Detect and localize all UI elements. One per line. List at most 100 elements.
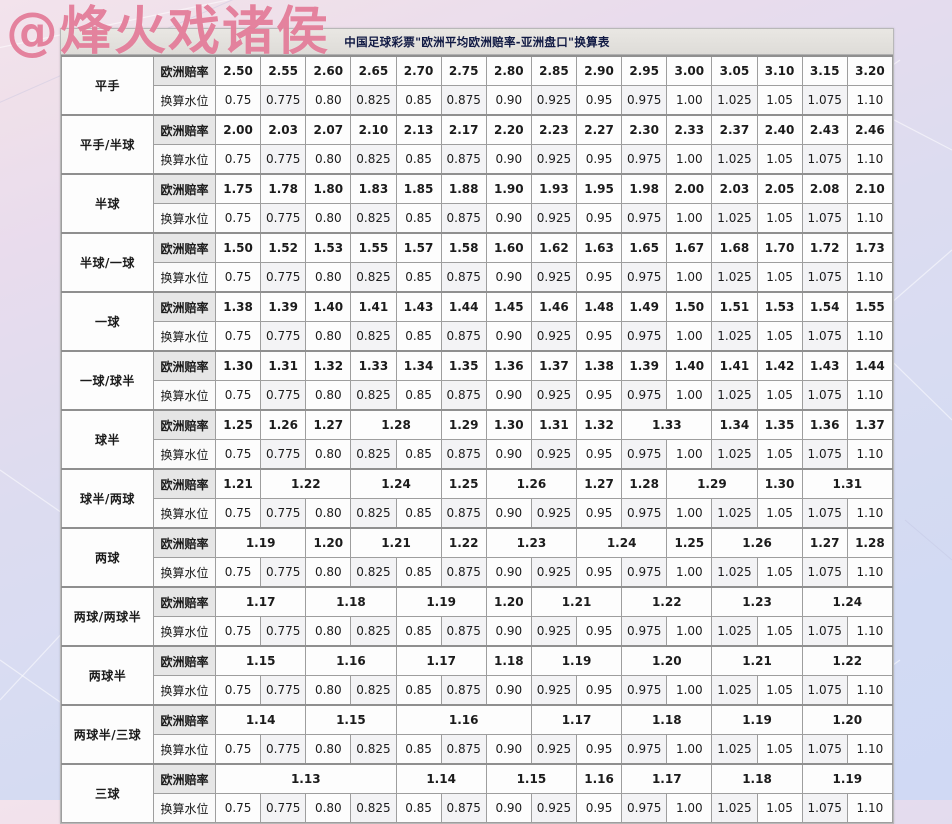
odds-cell: 2.90 bbox=[575, 55, 623, 86]
table-row: 平手/半球 欧洲赔率 2.00 2.03 2.07 2.10 2.13 2.17 2.20 2.2… bbox=[61, 114, 894, 175]
table-row: 球半 欧洲赔率 1.25 1.26 1.27 1.28 1.29 1.30 1.31 1.32 1.… bbox=[61, 409, 894, 470]
odds-cell: 1.23 bbox=[711, 586, 803, 617]
table-row: 换算水位 0.75 0.775 0.80 0.825 0.85 0.875 0.90 0.925… bbox=[62, 616, 894, 647]
water-cell: 0.75 bbox=[214, 675, 262, 706]
odds-cell: 1.19 bbox=[711, 704, 803, 735]
odds-cell: 1.27 bbox=[801, 527, 848, 558]
water-cell: 0.85 bbox=[395, 203, 442, 234]
water-row-label: 换算水位 bbox=[153, 498, 216, 529]
odds-cell: 1.13 bbox=[215, 763, 397, 794]
odds-cell: 1.27 bbox=[305, 409, 352, 440]
water-cell: 1.075 bbox=[801, 616, 848, 647]
water-cell: 1.05 bbox=[756, 616, 803, 647]
water-cell: 0.95 bbox=[575, 557, 623, 588]
water-cell: 0.975 bbox=[621, 85, 668, 116]
water-cell: 0.95 bbox=[575, 616, 623, 647]
water-cell: 1.075 bbox=[801, 85, 848, 116]
water-cell: 1.10 bbox=[846, 262, 894, 293]
water-cell: 0.875 bbox=[440, 321, 487, 352]
odds-cell: 1.75 bbox=[214, 173, 262, 204]
water-cell: 0.80 bbox=[305, 380, 352, 411]
water-cell: 1.025 bbox=[711, 793, 758, 823]
water-cell: 0.95 bbox=[575, 498, 623, 529]
water-cell: 0.825 bbox=[350, 380, 397, 411]
odds-cell: 1.25 bbox=[214, 409, 262, 440]
water-cell: 1.05 bbox=[756, 262, 803, 293]
water-cell: 0.825 bbox=[350, 616, 397, 647]
water-cell: 0.875 bbox=[440, 380, 487, 411]
odds-cell: 1.38 bbox=[575, 350, 623, 381]
odds-cell: 2.43 bbox=[801, 114, 848, 145]
water-cell: 0.75 bbox=[214, 85, 262, 116]
odds-cell: 1.37 bbox=[530, 350, 578, 381]
water-cell: 0.975 bbox=[621, 498, 668, 529]
water-cell: 0.80 bbox=[305, 203, 352, 234]
odds-row-label: 欧洲赔率 bbox=[153, 527, 216, 558]
table-row: 换算水位 0.75 0.775 0.80 0.825 0.85 0.875 0.90 0.925… bbox=[62, 262, 894, 293]
water-cell: 1.00 bbox=[666, 321, 713, 352]
water-cell: 0.75 bbox=[214, 321, 262, 352]
water-cell: 0.90 bbox=[485, 262, 532, 293]
water-row-label: 换算水位 bbox=[153, 203, 216, 234]
odds-cell: 2.13 bbox=[395, 114, 442, 145]
odds-cell: 1.18 bbox=[485, 645, 532, 676]
odds-cell: 2.75 bbox=[440, 55, 487, 86]
water-cell: 0.925 bbox=[530, 203, 578, 234]
odds-cell: 1.36 bbox=[801, 409, 848, 440]
water-cell: 1.075 bbox=[801, 144, 848, 175]
table-row: 两球半 欧洲赔率 1.15 1.16 1.17 1.18 1.19 1.20 1.21 1.22 bbox=[61, 645, 894, 706]
odds-cell: 1.22 bbox=[801, 645, 894, 676]
odds-cell: 1.18 bbox=[305, 586, 397, 617]
water-cell: 0.825 bbox=[350, 793, 397, 823]
odds-cell: 1.20 bbox=[801, 704, 894, 735]
odds-cell: 1.30 bbox=[756, 468, 803, 499]
odds-cell: 1.35 bbox=[756, 409, 803, 440]
odds-cell: 1.21 bbox=[214, 468, 262, 499]
water-cell: 0.80 bbox=[305, 498, 352, 529]
odds-cell: 2.60 bbox=[305, 55, 352, 86]
table-row: 球半/两球 欧洲赔率 1.21 1.22 1.24 1.25 1.26 1.27 1.28 1.2… bbox=[61, 468, 894, 529]
table-row: 两球/两球半 欧洲赔率 1.17 1.18 1.19 1.20 1.21 1.22 1.23 1.… bbox=[61, 586, 894, 647]
water-cell: 0.925 bbox=[530, 85, 578, 116]
odds-cell: 1.16 bbox=[575, 763, 623, 794]
water-cell: 0.75 bbox=[214, 793, 262, 823]
odds-cell: 2.10 bbox=[846, 173, 894, 204]
odds-cell: 1.33 bbox=[350, 350, 397, 381]
odds-cell: 1.19 bbox=[801, 763, 894, 794]
odds-cell: 1.31 bbox=[260, 350, 307, 381]
odds-cell: 1.17 bbox=[621, 763, 713, 794]
water-cell: 1.00 bbox=[666, 262, 713, 293]
water-row-label: 换算水位 bbox=[153, 734, 216, 765]
odds-cell: 1.19 bbox=[395, 586, 487, 617]
odds-cell: 1.67 bbox=[666, 232, 713, 263]
odds-cell: 2.08 bbox=[801, 173, 848, 204]
water-cell: 1.10 bbox=[846, 321, 894, 352]
water-row-label: 换算水位 bbox=[153, 85, 216, 116]
water-cell: 1.025 bbox=[711, 734, 758, 765]
table-row: 半球/一球 欧洲赔率 1.50 1.52 1.53 1.55 1.57 1.58 1.60 1.6… bbox=[61, 232, 894, 293]
water-cell: 0.975 bbox=[621, 793, 668, 823]
table-row: 换算水位 0.75 0.775 0.80 0.825 0.85 0.875 0.90 0.925… bbox=[62, 439, 894, 470]
water-cell: 0.975 bbox=[621, 734, 668, 765]
odds-cell: 1.20 bbox=[305, 527, 352, 558]
handicap-label: 两球/两球半 bbox=[61, 586, 154, 647]
water-cell: 1.00 bbox=[666, 734, 713, 765]
odds-cell: 2.00 bbox=[666, 173, 713, 204]
water-cell: 0.925 bbox=[530, 439, 578, 470]
odds-cell: 1.73 bbox=[846, 232, 894, 263]
odds-cell: 1.43 bbox=[801, 350, 848, 381]
table-row: 换算水位 0.75 0.775 0.80 0.825 0.85 0.875 0.90 0.925… bbox=[62, 793, 894, 823]
water-cell: 0.775 bbox=[260, 262, 307, 293]
odds-cell: 1.83 bbox=[350, 173, 397, 204]
water-cell: 0.925 bbox=[530, 380, 578, 411]
water-cell: 0.90 bbox=[485, 203, 532, 234]
water-cell: 0.85 bbox=[395, 262, 442, 293]
odds-cell: 3.00 bbox=[666, 55, 713, 86]
water-cell: 1.075 bbox=[801, 439, 848, 470]
water-cell: 0.95 bbox=[575, 675, 623, 706]
odds-cell: 1.15 bbox=[305, 704, 397, 735]
odds-cell: 1.23 bbox=[485, 527, 578, 558]
water-row-label: 换算水位 bbox=[153, 144, 216, 175]
water-cell: 0.85 bbox=[395, 144, 442, 175]
odds-cell: 1.70 bbox=[756, 232, 803, 263]
